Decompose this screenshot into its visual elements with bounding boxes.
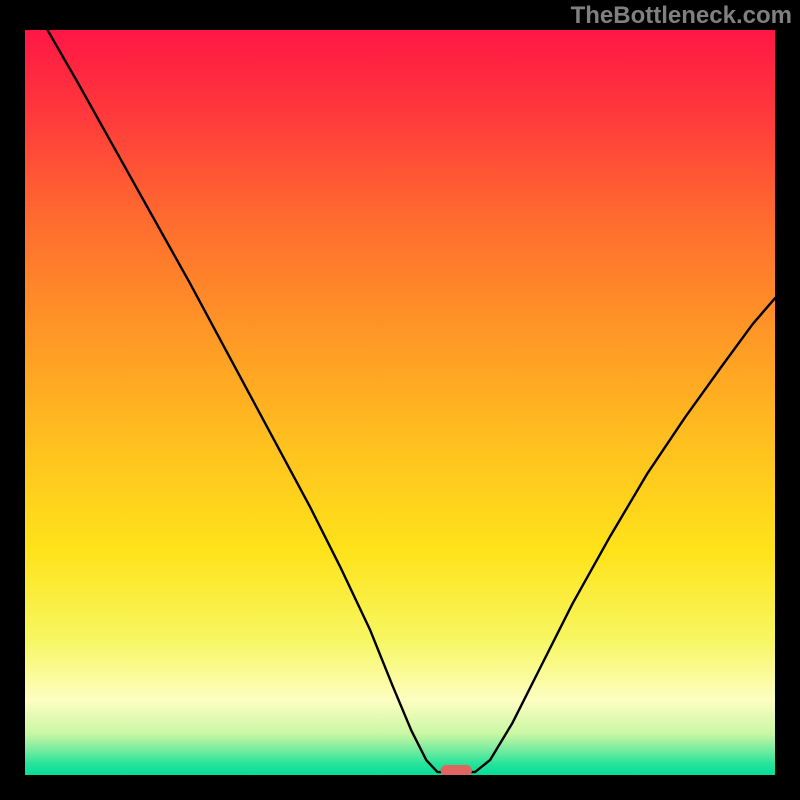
gradient-background xyxy=(25,30,775,775)
trough-marker xyxy=(441,765,473,776)
chart-stage: TheBottleneck.com xyxy=(0,0,800,800)
plot-area xyxy=(25,30,775,776)
watermark-text: TheBottleneck.com xyxy=(571,2,792,30)
bottleneck-chart xyxy=(0,0,800,800)
